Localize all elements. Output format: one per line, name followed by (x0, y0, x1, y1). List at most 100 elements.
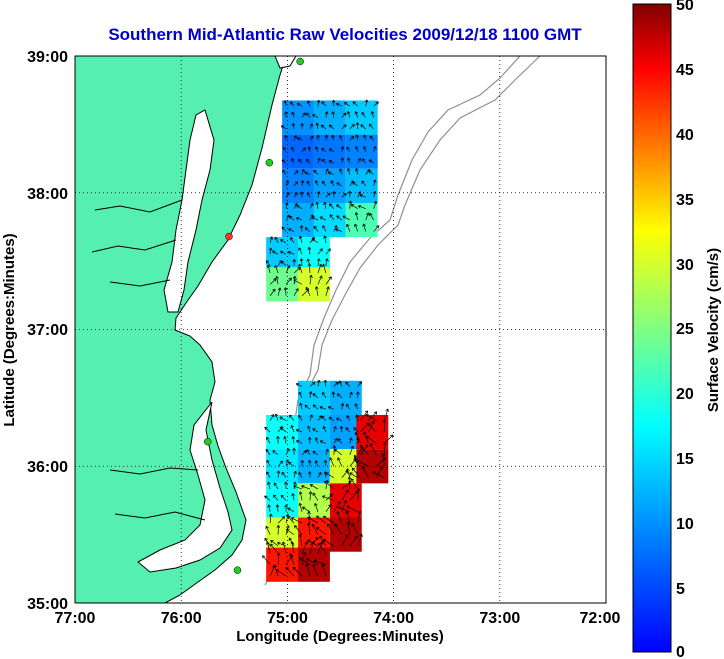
velocity-arrow (346, 146, 351, 152)
velocity-arrow (301, 484, 311, 490)
velocity-arrow (307, 425, 311, 433)
velocity-arrow (273, 494, 279, 501)
delaware-bay (274, 56, 297, 69)
velocity-arrow (346, 415, 351, 421)
colorbar-tick-labels: 50 45 40 35 30 25 20 15 10 5 0 (676, 0, 694, 659)
velocity-arrow (293, 170, 299, 175)
velocity-arrow (281, 159, 287, 164)
velocity-arrow (285, 265, 291, 274)
velocity-arrow (313, 169, 319, 175)
colorbar-tick-label: 45 (676, 62, 694, 79)
velocity-arrow (272, 450, 279, 456)
velocity-cell (345, 100, 378, 135)
velocity-arrow (333, 500, 341, 513)
velocity-arrow (291, 158, 295, 164)
velocity-arrow (317, 157, 321, 164)
velocity-arrow (314, 180, 319, 187)
velocity-arrow (265, 449, 271, 456)
velocity-arrow (280, 125, 287, 130)
velocity-arrow (308, 391, 313, 398)
velocity-arrow (365, 212, 370, 221)
velocity-arrow (369, 212, 374, 221)
velocity-arrow (350, 204, 358, 209)
velocity-arrow (301, 541, 308, 554)
velocity-arrow (340, 157, 345, 164)
velocity-arrow (369, 135, 374, 141)
velocity-arrow (266, 264, 271, 274)
velocity-arrow (298, 502, 303, 512)
velocity-arrow (306, 180, 311, 187)
velocity-arrow (298, 557, 311, 566)
velocity-arrow (344, 102, 350, 107)
velocity-arrow (309, 484, 319, 490)
velocity-arrow (277, 541, 287, 547)
velocity-arrow (300, 459, 305, 467)
velocity-arrow (341, 193, 347, 198)
velocity-arrow (307, 522, 311, 535)
velocity-arrow (269, 288, 276, 296)
velocity-arrow (315, 122, 320, 129)
velocity-arrow (346, 403, 351, 410)
velocity-arrow (312, 404, 319, 410)
velocity-arrow (346, 223, 351, 232)
y-tick-label: 37:00 (27, 322, 68, 339)
velocity-arrow (282, 169, 287, 175)
velocity-arrow (332, 445, 337, 455)
velocity-arrow (294, 525, 303, 535)
velocity-arrow (362, 223, 367, 232)
velocity-arrow (289, 215, 295, 221)
velocity-arrow (328, 416, 335, 421)
velocity-arrow (372, 179, 377, 187)
velocity-arrow (348, 200, 353, 209)
velocity-arrow (314, 502, 319, 512)
velocity-arrow (312, 114, 319, 118)
velocity-arrow (293, 485, 303, 490)
velocity-arrow (383, 442, 387, 455)
velocity-cell (298, 414, 330, 450)
velocity-arrow (295, 382, 303, 387)
chart-title: Southern Mid-Atlantic Raw Velocities 200… (108, 25, 582, 44)
velocity-arrow (307, 471, 312, 478)
velocity-arrow (266, 541, 271, 554)
velocity-arrow (356, 487, 361, 501)
grid-lines (75, 56, 606, 603)
velocity-arrow (295, 428, 303, 433)
velocity-arrow (288, 461, 295, 467)
velocity-arrow (284, 481, 288, 490)
velocity-arrow (333, 381, 339, 387)
colorbar-tick-label: 30 (676, 257, 694, 274)
velocity-arrow (305, 286, 311, 296)
velocity-arrow (368, 159, 374, 164)
y-tick-label: 39:00 (27, 49, 68, 66)
velocity-arrow (361, 158, 366, 164)
radar-station-marker (225, 232, 233, 241)
velocity-arrow (293, 192, 298, 198)
velocity-arrow (336, 393, 343, 399)
velocity-arrow (321, 148, 327, 153)
velocity-arrow (292, 258, 297, 266)
velocity-arrow (349, 135, 355, 141)
velocity-arrow (367, 423, 377, 433)
velocity-arrow (333, 225, 338, 232)
colorbar-tick-label: 15 (676, 451, 694, 468)
velocity-arrow (268, 513, 273, 524)
velocity-arrow (325, 504, 332, 513)
y-axis-label: Latitude (Degrees:Minutes) (1, 233, 18, 426)
velocity-cell (266, 547, 299, 582)
velocity-arrow (358, 204, 366, 210)
velocity-arrow (338, 506, 350, 513)
velocity-arrow (309, 540, 315, 554)
velocity-arrow (316, 379, 321, 387)
velocity-arrow (322, 263, 327, 274)
velocity-arrow (277, 516, 285, 524)
velocity-arrow (290, 237, 295, 244)
velocity-arrow (354, 111, 359, 118)
velocity-arrow (304, 171, 311, 175)
velocity-cell (266, 483, 299, 518)
velocity-arrow (382, 419, 387, 433)
velocity-arrow (357, 533, 363, 547)
colorbar-tick-label: 10 (676, 516, 694, 533)
velocity-arrow (376, 466, 383, 478)
velocity-arrow (296, 205, 303, 210)
tidal-river-3 (109, 279, 171, 287)
